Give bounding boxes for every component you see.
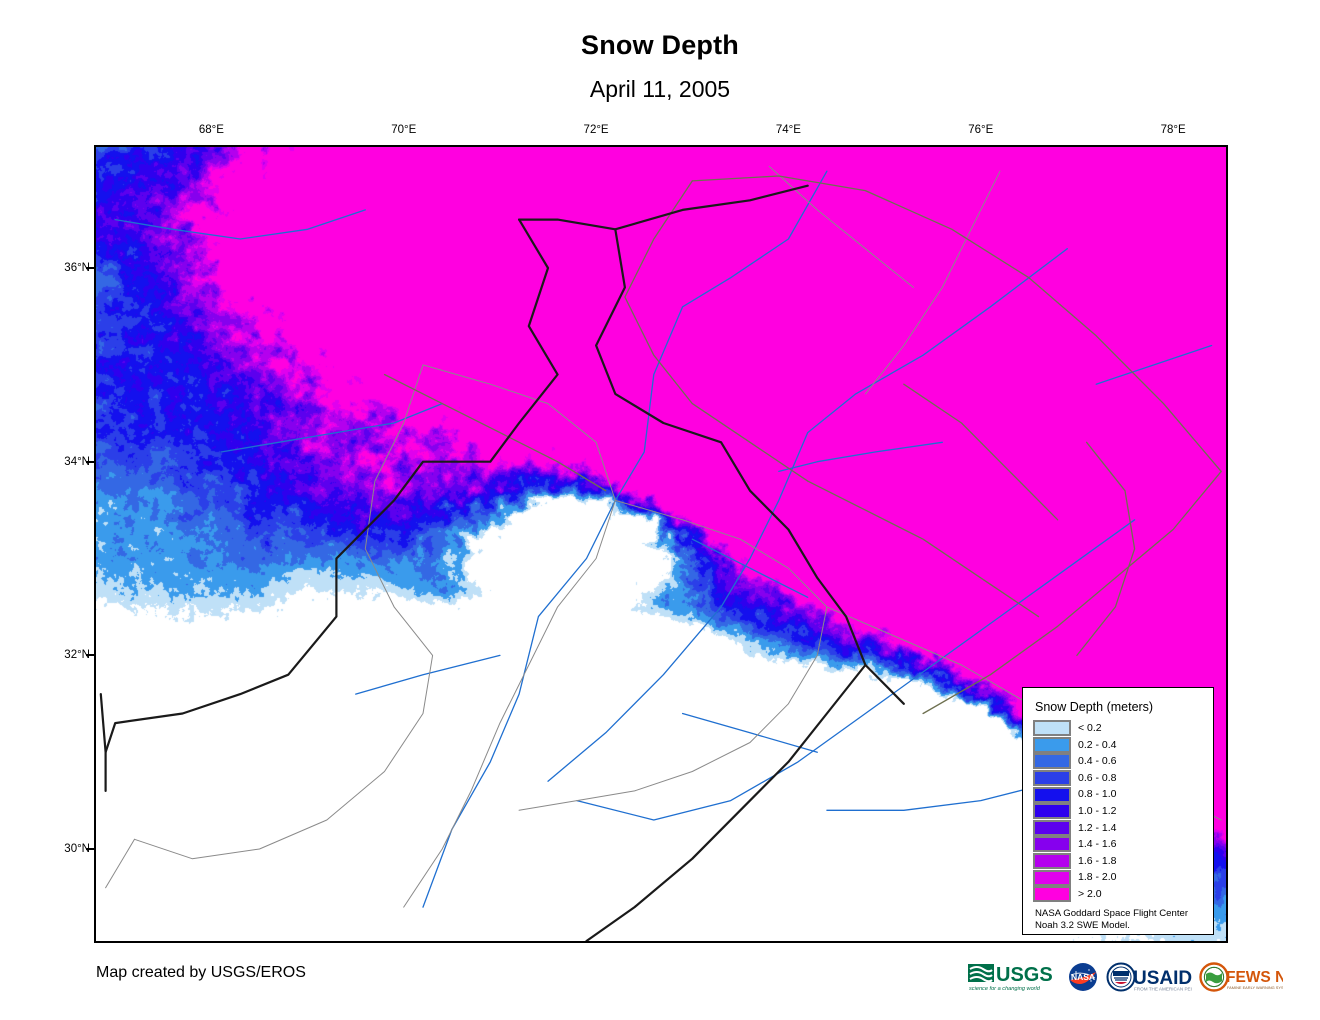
disputed-boundary-line <box>691 175 1222 473</box>
svg-text:FROM THE AMERICAN PEOPLE: FROM THE AMERICAN PEOPLE <box>1134 987 1192 992</box>
legend-label: 0.6 - 0.8 <box>1078 771 1117 784</box>
river-line <box>547 248 1068 782</box>
legend-swatch <box>1033 753 1071 770</box>
lat-tick-mark <box>86 654 94 657</box>
admin-boundary-line <box>864 170 1001 395</box>
legend-swatch <box>1033 819 1071 836</box>
legend-swatch <box>1033 886 1071 903</box>
lat-tick-label: 36°N <box>64 262 90 275</box>
lon-tick-label: 72°E <box>583 124 609 136</box>
legend-label: 0.8 - 1.0 <box>1078 788 1117 801</box>
legend-item: 1.4 - 1.6 <box>1033 836 1205 853</box>
lat-tick-mark <box>86 848 94 850</box>
legend-swatch <box>1033 869 1071 886</box>
disputed-boundary-line <box>1076 441 1136 657</box>
svg-text:USAID: USAID <box>1133 968 1192 989</box>
lon-tick-label: 70°E <box>391 124 417 136</box>
disputed-boundary-line <box>922 470 1222 715</box>
legend-swatch <box>1033 720 1071 737</box>
legend-label: 0.4 - 0.6 <box>1078 755 1117 768</box>
legend-swatch <box>1033 803 1071 820</box>
legend-item: 1.2 - 1.4 <box>1033 819 1205 837</box>
legend-item: 0.2 - 0.4 <box>1033 736 1205 754</box>
river-line <box>691 538 809 598</box>
map-credit: Map created by USGS/EROS <box>96 964 306 981</box>
lat-tick-mark <box>86 460 94 463</box>
lon-tick-label: 76°E <box>968 124 994 136</box>
lat-tick-mark <box>86 267 94 270</box>
agency-logos: USGS science for a changing world NASA <box>968 958 1283 996</box>
legend-label: 1.2 - 1.4 <box>1078 821 1117 834</box>
svg-text:science for a changing world: science for a changing world <box>969 986 1041 992</box>
legend-label: < 0.2 <box>1078 722 1102 735</box>
legend-item: 1.6 - 1.8 <box>1033 853 1205 870</box>
disputed-boundary-line <box>903 383 1059 521</box>
disputed-boundary-line <box>383 373 607 492</box>
lon-tick-label: 68°E <box>198 124 224 136</box>
legend-item: < 0.2 <box>1033 720 1205 737</box>
country-border-line <box>585 228 867 941</box>
disputed-boundary-line <box>624 180 809 482</box>
page-title: Snow Depth <box>581 30 739 60</box>
lat-tick-label: 30°N <box>64 843 90 855</box>
country-border-line <box>518 184 809 231</box>
legend-swatch <box>1033 786 1071 803</box>
legend-label: 1.0 - 1.2 <box>1078 805 1117 818</box>
legend-swatch <box>1033 736 1071 753</box>
lon-tick-label: 74°E <box>775 124 801 136</box>
legend-label: 1.4 - 1.6 <box>1078 838 1117 851</box>
legend-swatch <box>1033 853 1071 870</box>
svg-text:FEWS NET: FEWS NET <box>1226 969 1283 986</box>
river-line <box>355 654 501 695</box>
legend-panel: Snow Depth (meters) < 0.2 0.2 - 0.4 0.4 - … <box>1022 687 1214 935</box>
svg-text:NASA: NASA <box>1071 972 1095 982</box>
page-subtitle: April 11, 2005 <box>589 76 731 102</box>
admin-boundary-line <box>134 364 434 860</box>
disputed-boundary-line <box>807 480 1040 618</box>
fewsnet-logo: FEWS NET FAMINE EARLY WARNING SYSTEMS NE… <box>1199 960 1283 994</box>
legend-item: 0.4 - 0.6 <box>1033 753 1205 770</box>
legend-title: Snow Depth (meters) <box>1035 700 1154 714</box>
svg-text:USGS: USGS <box>996 964 1053 986</box>
admin-boundary-line <box>518 499 828 811</box>
usaid-logo: USAID FROM THE AMERICAN PEOPLE <box>1106 960 1192 994</box>
country-border-line <box>864 663 905 705</box>
river-line <box>114 209 366 240</box>
country-border-line <box>104 218 559 792</box>
legend-source-line2: Noah 3.2 SWE Model. <box>1035 919 1130 931</box>
nasa-logo: NASA <box>1067 960 1099 994</box>
river-line <box>681 712 818 753</box>
usgs-logo: USGS science for a changing world <box>968 960 1060 994</box>
country-border-line <box>99 693 107 754</box>
legend-item: 0.8 - 1.0 <box>1033 786 1205 803</box>
legend-swatch <box>1033 770 1071 787</box>
lat-tick-label: 34°N <box>64 455 90 468</box>
lon-tick-label: 78°E <box>1160 124 1186 136</box>
legend-label: 1.8 - 2.0 <box>1078 871 1117 884</box>
svg-text:FAMINE EARLY WARNING SYSTEMS N: FAMINE EARLY WARNING SYSTEMS NETWORK <box>1227 985 1283 990</box>
legend-label: > 2.0 <box>1078 887 1102 900</box>
legend-items: < 0.2 0.2 - 0.4 0.4 - 0.6 0.6 - 0.8 0.8 - 1.… <box>1033 720 1205 903</box>
river-line <box>220 402 443 453</box>
river-line <box>778 441 943 473</box>
admin-boundary-line <box>105 838 135 889</box>
admin-boundary-line <box>768 165 914 288</box>
legend-item: > 2.0 <box>1033 886 1205 903</box>
legend-item: 0.6 - 0.8 <box>1033 770 1205 787</box>
legend-swatch <box>1033 836 1071 853</box>
legend-label: 0.2 - 0.4 <box>1078 738 1117 751</box>
legend-item: 1.8 - 2.0 <box>1033 869 1205 886</box>
legend-item: 1.0 - 1.2 <box>1033 803 1205 820</box>
lat-tick-label: 32°N <box>64 649 90 662</box>
river-line <box>1095 344 1213 385</box>
legend-label: 1.6 - 1.8 <box>1078 854 1117 867</box>
river-line <box>576 519 1136 821</box>
legend-source-line1: NASA Goddard Space Flight Center <box>1035 907 1189 919</box>
